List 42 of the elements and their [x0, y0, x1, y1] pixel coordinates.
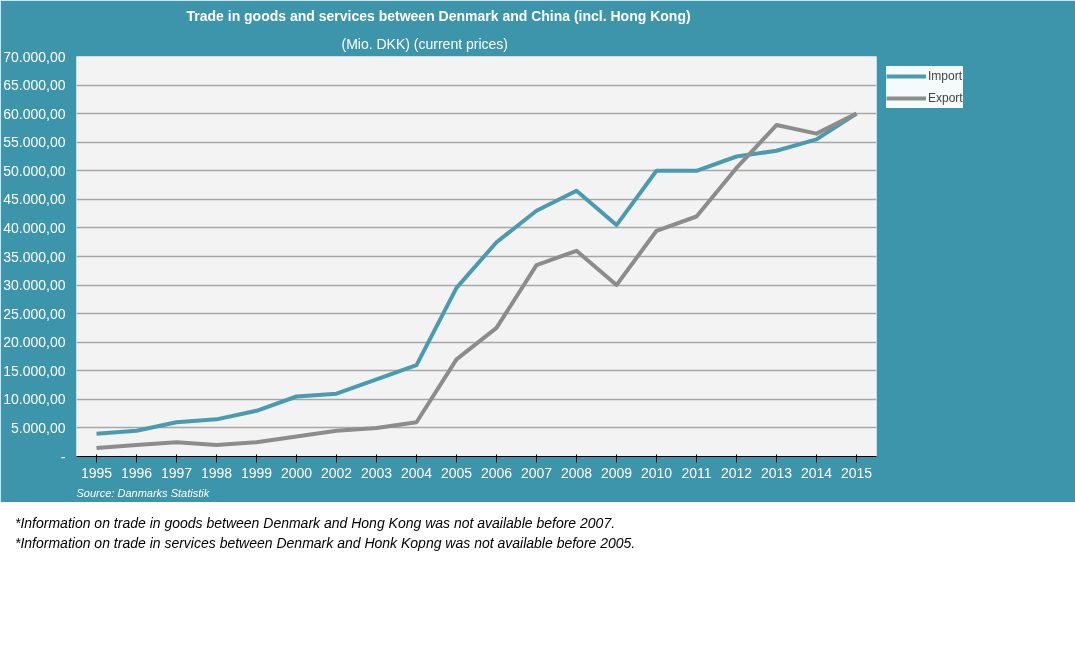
- x-tick-label: 2006: [480, 464, 513, 481]
- y-tick-label: -: [60, 448, 66, 465]
- x-tick-label: 2002: [320, 464, 353, 481]
- x-tick-label: 2004: [400, 464, 433, 481]
- x-tick-label: 1998: [200, 464, 233, 481]
- x-tick-label: 2000: [280, 464, 313, 481]
- x-tick-label: 1996: [120, 464, 153, 481]
- x-tick-label: 1997: [160, 464, 193, 481]
- x-tick-label: 2014: [800, 464, 833, 481]
- legend-label: Export: [928, 91, 963, 105]
- x-tick-label: 2010: [640, 464, 673, 481]
- y-tick-label: 40.000,00: [3, 219, 66, 236]
- chart-subtitle: (Mio. DKK) (current prices): [341, 35, 508, 52]
- x-tick-label: 2011: [681, 464, 712, 481]
- y-tick-label: 70.000,00: [3, 48, 66, 65]
- chart-title: Trade in goods and services between Denmark and China (incl. Hong Kong): [186, 7, 691, 24]
- y-tick-label: 30.000,00: [3, 277, 66, 294]
- y-tick-label: 15.000,00: [3, 362, 66, 379]
- y-tick-label: 10.000,00: [3, 391, 66, 408]
- x-tick-label: 2003: [360, 464, 393, 481]
- x-tick-label: 2008: [560, 464, 593, 481]
- legend-label: Import: [928, 69, 963, 83]
- text: *Information on trade in goods between Denmark and Hong Kong was not available before 2007.: [15, 515, 616, 531]
- x-tick-label: 2012: [720, 464, 753, 481]
- y-tick-label: 50.000,00: [3, 162, 66, 179]
- source-note: Source: Danmarks Statistik: [76, 486, 210, 499]
- y-tick-label: 55.000,00: [3, 134, 66, 151]
- text: *Information on trade in services between Denmark and Honk Kopng was not available before 2005.: [15, 535, 636, 551]
- x-tick-label: 1995: [80, 464, 113, 481]
- y-tick-label: 20.000,00: [3, 334, 66, 351]
- x-tick-label: 2005: [440, 464, 473, 481]
- x-tick-label: 2007: [520, 464, 553, 481]
- y-tick-label: 45.000,00: [3, 191, 66, 208]
- x-tick-label: 2015: [840, 464, 873, 481]
- y-tick-label: 35.000,00: [3, 248, 66, 265]
- x-tick-label: 1999: [240, 464, 273, 481]
- x-tick-label: 2009: [600, 464, 633, 481]
- y-tick-label: 5.000,00: [11, 419, 66, 436]
- x-tick-label: 2013: [760, 464, 793, 481]
- y-tick-label: 60.000,00: [3, 105, 66, 122]
- y-tick-label: 25.000,00: [3, 305, 66, 322]
- y-tick-label: 65.000,00: [3, 77, 66, 94]
